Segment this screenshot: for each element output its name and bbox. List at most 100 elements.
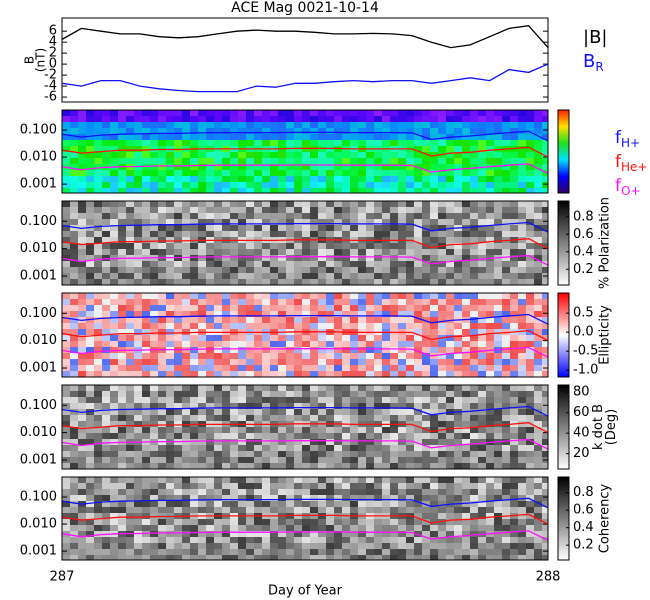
spectrogram-cell xyxy=(230,140,238,146)
spectrogram-cell xyxy=(222,537,230,543)
spectrogram-cell xyxy=(454,267,462,273)
spectrogram-cell xyxy=(222,110,230,116)
spectrogram-cell xyxy=(462,525,470,531)
spectrogram-cell xyxy=(430,409,438,415)
spectrogram-cell xyxy=(262,267,270,273)
spectrogram-cell xyxy=(126,463,134,469)
spectrogram-cell xyxy=(326,231,334,237)
spectrogram-cell xyxy=(350,409,358,415)
spectrogram-cell xyxy=(214,353,222,359)
spectrogram-cell xyxy=(134,463,142,469)
spectrogram-cell xyxy=(206,188,214,193)
spectrogram-cell xyxy=(126,341,134,347)
spectrogram-cell xyxy=(398,255,406,261)
spectrogram-cell xyxy=(126,501,134,507)
spectrogram-cell xyxy=(70,457,78,463)
spectrogram-cell xyxy=(62,146,70,152)
spectrogram-cell xyxy=(214,255,222,261)
spectrogram-cell xyxy=(422,359,430,365)
spectrogram-cell xyxy=(142,279,150,285)
spectrogram-cell xyxy=(134,170,142,176)
spectrogram-cell xyxy=(110,347,118,353)
spectrogram-cell xyxy=(222,323,230,329)
spectrogram-cell xyxy=(294,433,302,439)
spectrogram-cell xyxy=(374,261,382,267)
spectrogram-cell xyxy=(158,341,166,347)
spectrogram-cell xyxy=(390,489,398,495)
spectrogram-cell xyxy=(94,489,102,495)
spectrogram-cell xyxy=(166,305,174,311)
spectrogram-cell xyxy=(398,403,406,409)
spectrogram-cell xyxy=(158,219,166,225)
spectrogram-cell xyxy=(454,273,462,279)
spectrogram-cell xyxy=(238,170,246,176)
spectrogram-cell xyxy=(254,391,262,397)
spectrogram-cell xyxy=(390,365,398,371)
colorbar-tick-label: 0.2 xyxy=(573,262,594,277)
spectrogram-cell xyxy=(374,225,382,231)
spectrogram-cell xyxy=(526,207,534,213)
spectrogram-cell xyxy=(454,128,462,134)
spectrogram-cell xyxy=(422,201,430,207)
spectrogram-cell xyxy=(270,359,278,365)
spectrogram-cell xyxy=(446,495,454,501)
spectrogram-cell xyxy=(406,409,414,415)
spectrogram-cell xyxy=(70,507,78,513)
spectrogram-cell xyxy=(270,341,278,347)
spectrogram-cell xyxy=(270,219,278,225)
spectrogram-cell xyxy=(94,359,102,365)
spectrogram-cell xyxy=(502,134,510,140)
spectrogram-cell xyxy=(454,495,462,501)
spectrogram-cell xyxy=(198,359,206,365)
spectrogram-cell xyxy=(134,365,142,371)
spectrogram-cell xyxy=(70,397,78,403)
spectrogram-cell xyxy=(278,261,286,267)
spectrogram-cell xyxy=(334,341,342,347)
spectrogram-cell xyxy=(182,385,190,391)
spectrogram-cell xyxy=(278,323,286,329)
spectrogram-cell xyxy=(374,335,382,341)
spectrogram-cell xyxy=(214,188,222,193)
spectrogram-cell xyxy=(526,140,534,146)
spectrogram-cell xyxy=(390,116,398,122)
spectrogram-cell xyxy=(190,279,198,285)
spectrogram-cell xyxy=(494,158,502,164)
spectrogram-cell xyxy=(526,513,534,519)
spectrogram-cell xyxy=(278,267,286,273)
spectrogram-cell xyxy=(382,207,390,213)
spectrogram-cell xyxy=(470,201,478,207)
spectrogram-cell xyxy=(294,525,302,531)
spectrogram-cell xyxy=(382,347,390,353)
spectrogram-cell xyxy=(286,225,294,231)
spectrogram-cell xyxy=(470,134,478,140)
spectrogram-cell xyxy=(502,397,510,403)
spectrogram-cell xyxy=(374,311,382,317)
spectrogram-cell xyxy=(302,261,310,267)
spectrogram-cell xyxy=(222,433,230,439)
spectrogram-cell xyxy=(286,110,294,116)
spectrogram-cell xyxy=(462,116,470,122)
spectrogram-cell xyxy=(534,537,542,543)
spectrogram-cell xyxy=(78,439,86,445)
spectrogram-cell xyxy=(542,477,548,483)
spectrogram-cell xyxy=(118,299,126,305)
spectrogram-cell xyxy=(374,293,382,299)
spectrogram-cell xyxy=(270,397,278,403)
spectrogram-cell xyxy=(486,501,494,507)
spectrogram-cell xyxy=(166,116,174,122)
spectrogram-cell xyxy=(470,237,478,243)
spectrogram-cell xyxy=(334,489,342,495)
spectrogram-cell xyxy=(302,249,310,255)
spectrogram-cell xyxy=(94,501,102,507)
spectrogram-cell xyxy=(414,549,422,555)
spectrogram-cell xyxy=(62,489,70,495)
spectrogram-cell xyxy=(350,537,358,543)
spectrogram-cell xyxy=(374,427,382,433)
spectrogram-cell xyxy=(470,207,478,213)
spectrogram-cell xyxy=(110,433,118,439)
spectrogram-cell xyxy=(294,273,302,279)
spectrogram-cell xyxy=(430,140,438,146)
spectrogram-cell xyxy=(190,267,198,273)
spectrogram-cell xyxy=(206,219,214,225)
spectrogram-cell xyxy=(254,495,262,501)
